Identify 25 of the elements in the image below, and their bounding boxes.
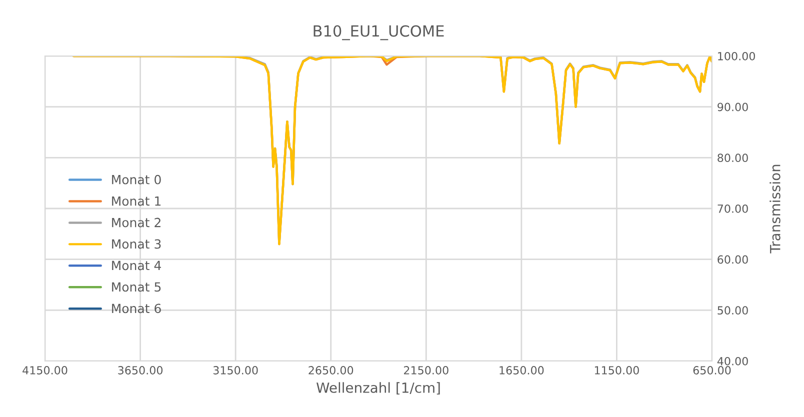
y-axis-title: Transmission	[770, 164, 780, 254]
y-tick-label: 50.00	[718, 306, 748, 315]
legend-label: Monat 6	[112, 304, 161, 314]
y-tick-label: 100.00	[718, 52, 755, 60]
y-tick-label: 60.00	[718, 255, 748, 264]
x-axis-title: Wellenzahl [1/cm]	[316, 382, 440, 395]
y-tick-label: 70.00	[718, 204, 748, 213]
chart-title: B10_EU1_UCOME	[314, 25, 444, 40]
x-tick-label: 2150.00	[404, 366, 448, 374]
legend-label: Monat 0	[112, 174, 161, 184]
y-tick-label: 90.00	[718, 102, 748, 112]
x-tick-label: 3650.00	[118, 366, 163, 374]
y-tick-label: 40.00	[717, 356, 748, 366]
x-tick-label: 650.00	[693, 366, 731, 374]
legend-label: Monat 3	[112, 239, 161, 249]
legend-label: Monat 2	[112, 218, 160, 228]
x-tick-label: 2650.00	[308, 366, 354, 374]
x-tick-label: 1650.00	[500, 366, 544, 374]
legend-label: Monat 4	[112, 260, 161, 270]
legend-label: Monat 1	[112, 196, 161, 206]
x-tick-label: 4150.00	[22, 366, 68, 374]
x-tick-label: 1150.00	[594, 366, 639, 374]
legend-label: Monat 5	[112, 282, 161, 292]
x-tick-label: 3150.00	[213, 366, 258, 374]
y-tick-label: 80.00	[718, 154, 748, 162]
